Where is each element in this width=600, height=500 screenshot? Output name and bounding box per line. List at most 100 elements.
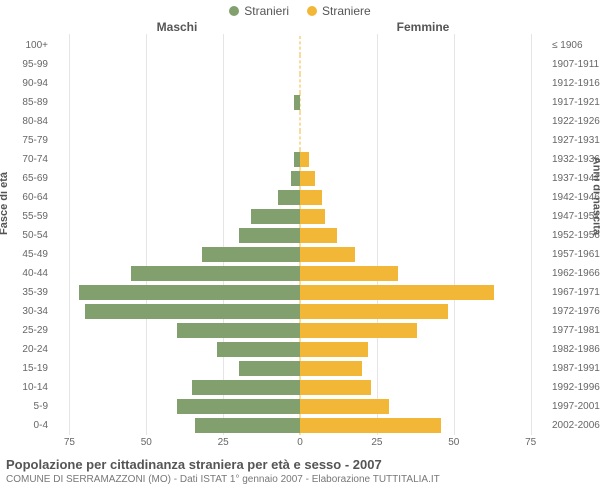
row-bars: [54, 74, 546, 93]
bar-female: [300, 304, 448, 318]
age-row: 100+ ≤ 1906: [0, 36, 600, 55]
row-bars: [54, 397, 546, 416]
row-bars: [54, 169, 546, 188]
age-row: 95-99 1907-1911: [0, 55, 600, 74]
bar-male: [202, 247, 300, 261]
age-row: 65-69 1937-1941: [0, 169, 600, 188]
age-row: 50-541952-1956: [0, 226, 600, 245]
age-row: 75-791927-1931: [0, 131, 600, 150]
bar-male: [131, 266, 300, 280]
bar-male: [278, 190, 300, 204]
age-label: 60-64: [0, 188, 54, 207]
bar-male: [239, 361, 301, 375]
birth-year-label: 1947-1951: [546, 207, 600, 226]
plot-area: Fasce di età Anni di nascita 100+≤ 19069…: [0, 34, 600, 435]
birth-year-label: 1937-1941: [546, 169, 600, 188]
age-label: 65-69: [0, 169, 54, 188]
bar-female: [300, 418, 441, 432]
age-label: 5-9: [0, 397, 54, 416]
bar-female: [300, 266, 398, 280]
row-bars: [54, 112, 546, 131]
row-bars: [54, 321, 546, 340]
age-label: 80-84: [0, 112, 54, 131]
legend-item: Straniere: [307, 4, 371, 18]
birth-year-label: 1972-1976: [546, 302, 600, 321]
bar-female: [300, 342, 368, 356]
row-bars: [54, 416, 546, 435]
row-bars: [54, 283, 546, 302]
age-label: 35-39: [0, 283, 54, 302]
bar-female: [300, 190, 322, 204]
age-row: 70-74 1932-1936: [0, 150, 600, 169]
birth-year-label: 1992-1996: [546, 378, 600, 397]
header-labels: Maschi Femmine: [0, 20, 600, 34]
age-row: 85-89 1917-1921: [0, 93, 600, 112]
bar-female: [300, 323, 417, 337]
row-bars: [54, 245, 546, 264]
age-label: 100+: [0, 36, 54, 55]
age-label: 55-59: [0, 207, 54, 226]
age-row: 5-9 1997-2001: [0, 397, 600, 416]
age-label: 30-34: [0, 302, 54, 321]
x-axis-left: 7550250: [54, 435, 300, 451]
age-row: 30-34 1972-1976: [0, 302, 600, 321]
birth-year-label: 2002-2006: [546, 416, 600, 435]
bar-male: [239, 228, 301, 242]
age-label: 50-54: [0, 226, 54, 245]
birth-year-label: 1922-1926: [546, 112, 600, 131]
birth-year-label: ≤ 1906: [546, 36, 600, 55]
bar-male: [177, 399, 300, 413]
birth-year-label: 1932-1936: [546, 150, 600, 169]
x-tick: 75: [525, 437, 536, 448]
row-bars: [54, 226, 546, 245]
birth-year-label: 1942-1946: [546, 188, 600, 207]
age-label: 75-79: [0, 131, 54, 150]
header-female: Femmine: [300, 20, 546, 34]
age-row: 60-64 1942-1946: [0, 188, 600, 207]
bar-male: [195, 418, 300, 432]
birth-year-label: 1907-1911: [546, 55, 600, 74]
row-bars: [54, 207, 546, 226]
legend-label: Stranieri: [244, 4, 289, 18]
x-tick: 25: [371, 437, 382, 448]
birth-year-label: 1962-1966: [546, 264, 600, 283]
bar-male: [79, 285, 300, 299]
bar-male: [85, 304, 300, 318]
age-label: 70-74: [0, 150, 54, 169]
age-label: 95-99: [0, 55, 54, 74]
age-row: 25-291977-1981: [0, 321, 600, 340]
birth-year-label: 1912-1916: [546, 74, 600, 93]
birth-year-label: 1982-1986: [546, 340, 600, 359]
age-row: 40-441962-1966: [0, 264, 600, 283]
row-bars: [54, 359, 546, 378]
bar-female: [300, 399, 389, 413]
row-bars: [54, 55, 546, 74]
age-row: 45-49 1957-1961: [0, 245, 600, 264]
row-bars: [54, 378, 546, 397]
population-pyramid-chart: StranieriStraniere Maschi Femmine Fasce …: [0, 0, 600, 500]
bar-male: [217, 342, 300, 356]
header-male: Maschi: [54, 20, 300, 34]
age-row: 0-42002-2006: [0, 416, 600, 435]
chart-title: Popolazione per cittadinanza straniera p…: [6, 457, 594, 472]
age-label: 15-19: [0, 359, 54, 378]
legend-swatch: [307, 6, 317, 16]
row-bars: [54, 36, 546, 55]
x-tick: 75: [64, 437, 75, 448]
birth-year-label: 1957-1961: [546, 245, 600, 264]
bar-female: [300, 285, 494, 299]
bar-female: [300, 361, 362, 375]
bar-male: [291, 171, 300, 185]
age-row: 90-941912-1916: [0, 74, 600, 93]
x-tick: 25: [218, 437, 229, 448]
row-bars: [54, 264, 546, 283]
birth-year-label: 1997-2001: [546, 397, 600, 416]
x-tick: 50: [448, 437, 459, 448]
row-bars: [54, 150, 546, 169]
birth-year-label: 1917-1921: [546, 93, 600, 112]
age-label: 45-49: [0, 245, 54, 264]
age-row: 35-391967-1971: [0, 283, 600, 302]
chart-footer: Popolazione per cittadinanza straniera p…: [0, 451, 600, 489]
row-bars: [54, 93, 546, 112]
age-label: 85-89: [0, 93, 54, 112]
